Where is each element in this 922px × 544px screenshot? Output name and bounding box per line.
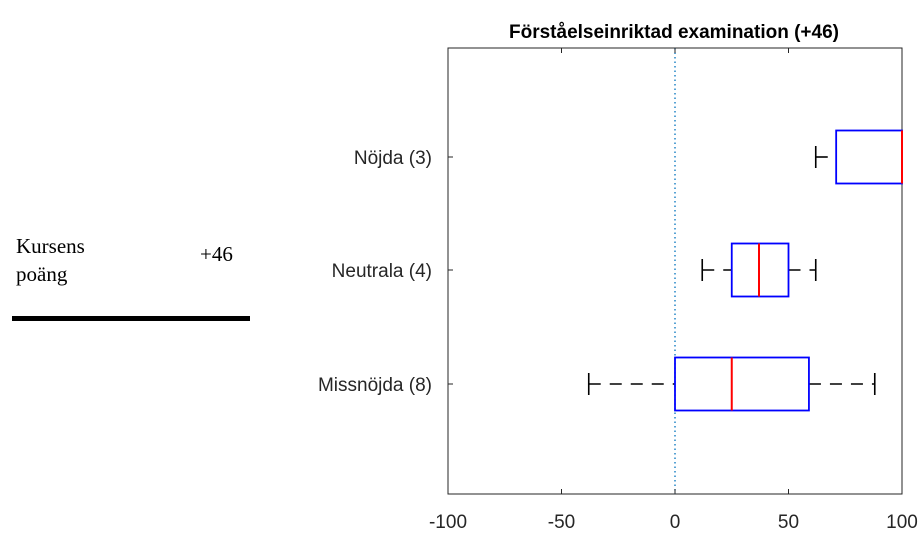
- interquartile-box: [730, 242, 790, 298]
- score-divider: [12, 316, 250, 321]
- y-tick-label: Neutrala (4): [332, 261, 432, 282]
- x-tick-label: 50: [778, 512, 799, 533]
- chart-marks: -100 -50 0 50 100 Nöjda (3) Neutrala (4) Missnö…: [318, 48, 918, 533]
- x-tick-label: 100: [886, 512, 918, 533]
- x-tick-label: -50: [548, 512, 575, 533]
- score-value: +46: [200, 242, 233, 266]
- x-tick-label: -100: [429, 512, 467, 533]
- score-label-line2: poäng: [16, 262, 68, 286]
- score-label: Kursens poäng: [16, 232, 85, 288]
- y-tick-label: Nöjda (3): [354, 148, 432, 169]
- interquartile-box: [835, 129, 903, 185]
- y-tick-label: Missnöjda (8): [318, 375, 432, 396]
- score-label-line1: Kursens: [16, 234, 85, 258]
- chart-title: Förståelseinriktad examination (+46): [509, 22, 839, 43]
- interquartile-box: [674, 356, 810, 412]
- x-tick-label: 0: [670, 512, 681, 533]
